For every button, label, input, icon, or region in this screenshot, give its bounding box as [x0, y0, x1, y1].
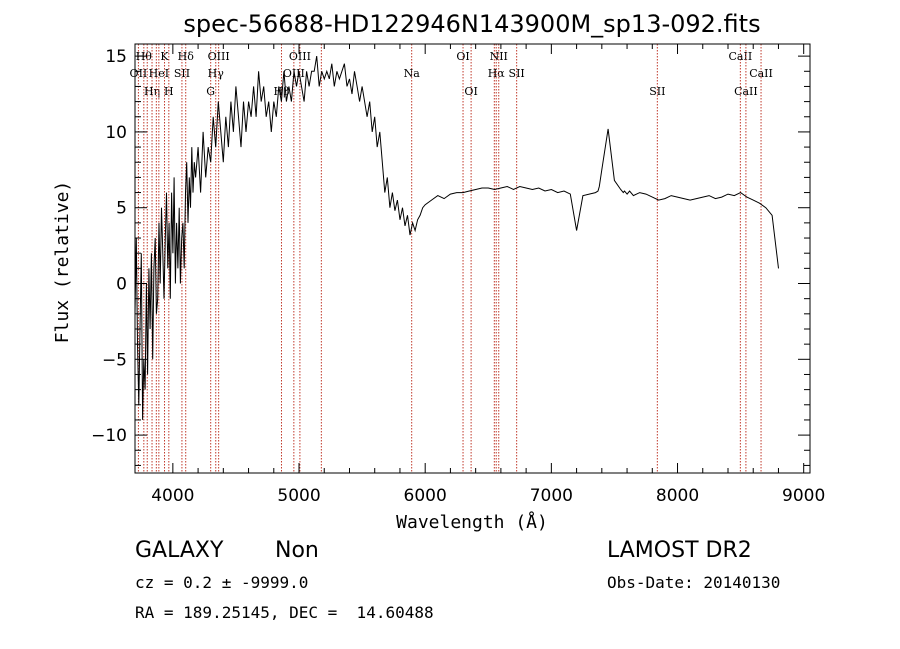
obs-date: Obs-Date: 20140130	[607, 573, 781, 592]
line-label: NII	[490, 50, 508, 63]
line-label: Hγ	[208, 67, 225, 80]
line-label: OIII	[289, 50, 311, 63]
redshift-text: cz = 0.2 ± -9999.0	[135, 573, 309, 592]
spectral-line-markers: OIIHθHηHeIKHSIIHδGHγOIIIHβOIIIOIIINaOIOI…	[130, 44, 773, 473]
x-tick-label: 6000	[404, 486, 447, 506]
y-tick-label: −5	[102, 350, 127, 370]
line-label: OI	[464, 85, 477, 98]
line-label: Hη	[144, 85, 160, 98]
plot-frame	[134, 43, 811, 474]
line-label: SII	[649, 85, 665, 98]
x-tick-label: 8000	[656, 486, 699, 506]
object-class: GALAXY	[135, 538, 224, 563]
x-tick-label: 9000	[782, 486, 825, 506]
axis-ticks: 4000 5000 6000 7000 8000 9000 −10 −5 0 5 10 15	[91, 44, 825, 506]
chart-title: spec-56688-HD122946N143900M_sp13-092.fit…	[183, 10, 760, 38]
coordinates-text: RA = 189.25145, DEC = 14.60488	[135, 603, 434, 622]
line-label: G	[206, 85, 215, 98]
line-label: Hδ	[178, 50, 195, 63]
line-label: CaII	[729, 50, 753, 63]
y-tick-label: 10	[105, 123, 127, 143]
line-label: Hα	[488, 67, 506, 80]
line-label: SII	[509, 67, 525, 80]
y-tick-label: 0	[116, 275, 127, 295]
line-label: CaII	[734, 85, 758, 98]
x-tick-label: 5000	[277, 486, 320, 506]
line-label: Na	[404, 67, 421, 80]
x-axis-label: Wavelength (Å)	[396, 511, 548, 533]
line-label: H	[164, 85, 174, 98]
line-label: K	[160, 50, 169, 63]
line-label: OII	[130, 67, 148, 80]
line-label: OIII	[208, 50, 230, 63]
y-tick-label: 15	[105, 47, 127, 67]
survey-name: LAMOST DR2	[607, 538, 752, 563]
x-tick-label: 7000	[530, 486, 573, 506]
line-label: CaII	[749, 67, 773, 80]
y-axis-label: Flux (relative)	[52, 181, 73, 344]
object-subclass: Non	[275, 538, 319, 563]
y-tick-label: 5	[116, 199, 127, 219]
line-label: HeI	[149, 67, 169, 80]
y-tick-label: −10	[91, 426, 127, 446]
line-label: OI	[456, 50, 469, 63]
line-label: SII	[174, 67, 190, 80]
spectrum-line	[134, 56, 779, 420]
x-tick-label: 4000	[151, 486, 194, 506]
